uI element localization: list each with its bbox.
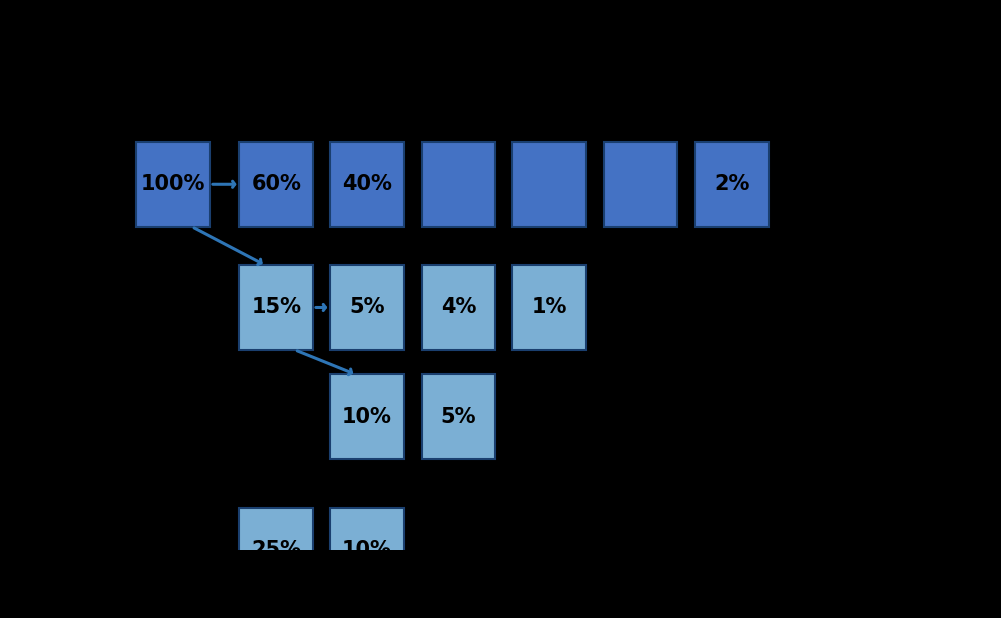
Text: 5%: 5% bbox=[440, 407, 476, 427]
FancyBboxPatch shape bbox=[421, 375, 495, 459]
FancyBboxPatch shape bbox=[421, 265, 495, 350]
FancyBboxPatch shape bbox=[604, 142, 678, 227]
Text: 100%: 100% bbox=[141, 174, 205, 194]
FancyBboxPatch shape bbox=[330, 142, 403, 227]
FancyBboxPatch shape bbox=[330, 265, 403, 350]
Text: 1%: 1% bbox=[532, 297, 567, 318]
Text: 2%: 2% bbox=[715, 174, 750, 194]
FancyBboxPatch shape bbox=[421, 142, 495, 227]
FancyBboxPatch shape bbox=[239, 507, 313, 593]
FancyBboxPatch shape bbox=[239, 142, 313, 227]
Text: 5%: 5% bbox=[349, 297, 384, 318]
FancyBboxPatch shape bbox=[330, 507, 403, 593]
FancyBboxPatch shape bbox=[330, 375, 403, 459]
Text: 25%: 25% bbox=[251, 540, 301, 560]
FancyBboxPatch shape bbox=[513, 142, 586, 227]
FancyBboxPatch shape bbox=[136, 142, 210, 227]
FancyBboxPatch shape bbox=[239, 265, 313, 350]
Text: 60%: 60% bbox=[251, 174, 301, 194]
FancyBboxPatch shape bbox=[513, 265, 586, 350]
FancyBboxPatch shape bbox=[695, 142, 769, 227]
Text: 4%: 4% bbox=[440, 297, 476, 318]
Text: 10%: 10% bbox=[342, 540, 391, 560]
Text: 40%: 40% bbox=[342, 174, 391, 194]
Text: 10%: 10% bbox=[342, 407, 391, 427]
Text: 15%: 15% bbox=[251, 297, 301, 318]
